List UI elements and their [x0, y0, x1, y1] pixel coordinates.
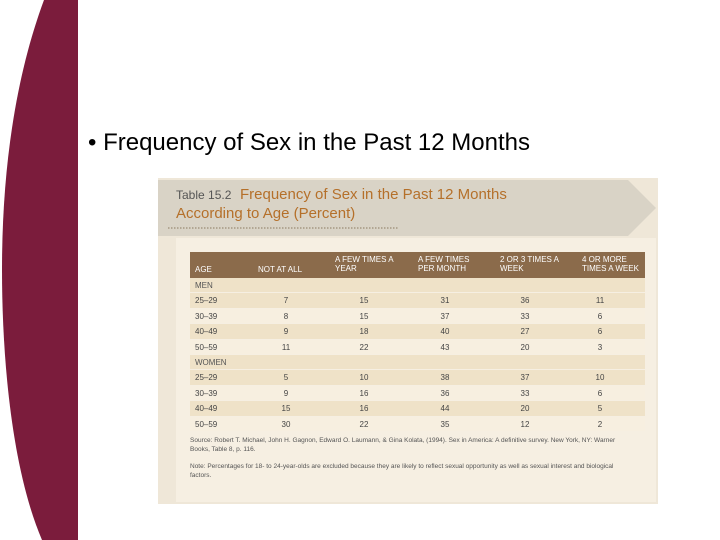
table-row	[190, 385, 645, 401]
column-header: 2 OR 3 TIMES A WEEK	[500, 255, 559, 273]
value-cell: 30	[281, 419, 291, 429]
column-header: AGE	[195, 265, 212, 274]
value-cell: 43	[440, 342, 450, 352]
value-cell: 11	[595, 296, 605, 306]
value-cell: 27	[520, 327, 530, 337]
table-row	[190, 339, 645, 354]
column-header: NOT AT ALL	[258, 265, 303, 274]
column-header: A FEW TIMES A YEAR	[335, 255, 394, 273]
age-cell: 50–59	[195, 342, 218, 352]
table-row	[190, 308, 645, 324]
value-cell: 2	[597, 419, 603, 429]
header-row	[190, 252, 645, 278]
value-cell: 5	[283, 373, 289, 383]
table-number: Table 15.2	[176, 188, 232, 202]
bullet-label: Frequency of Sex in the Past 12 Months	[103, 129, 530, 156]
value-cell: 9	[283, 327, 289, 337]
section-label: MEN	[195, 281, 213, 290]
value-cell: 36	[440, 388, 450, 398]
section-row	[190, 355, 645, 370]
value-cell: 40	[440, 327, 450, 337]
age-cell: 25–29	[195, 373, 218, 383]
table-row	[190, 370, 645, 385]
value-cell: 15	[359, 311, 369, 321]
value-cell: 3	[597, 342, 603, 352]
value-cell: 10	[595, 373, 605, 383]
value-cell: 37	[440, 311, 450, 321]
value-cell: 6	[597, 327, 603, 337]
value-cell: 12	[520, 419, 530, 429]
age-cell: 30–39	[195, 311, 218, 321]
age-cell: 50–59	[195, 419, 218, 429]
section-row	[190, 278, 645, 293]
side-band	[2, 0, 78, 540]
value-cell: 33	[520, 388, 530, 398]
source-note: Source: Robert T. Michael, John H. Gagno…	[190, 437, 616, 453]
value-cell: 16	[359, 404, 369, 414]
age-cell: 25–29	[195, 296, 218, 306]
value-cell: 20	[520, 404, 530, 414]
value-cell: 22	[359, 342, 369, 352]
table-row	[190, 401, 645, 416]
bullet-text: • Frequency of Sex in the Past 12 Months	[88, 129, 530, 156]
value-cell: 35	[440, 419, 450, 429]
value-cell: 37	[520, 373, 530, 383]
value-cell: 31	[440, 296, 450, 306]
table-row	[190, 324, 645, 339]
value-cell: 15	[359, 296, 369, 306]
value-cell: 6	[597, 311, 603, 321]
value-cell: 10	[359, 373, 369, 383]
age-cell: 40–49	[195, 404, 218, 414]
value-cell: 6	[597, 388, 603, 398]
value-cell: 44	[440, 404, 450, 414]
table-banner	[158, 180, 656, 236]
value-cell: 36	[520, 296, 530, 306]
age-cell: 30–39	[195, 388, 218, 398]
value-cell: 33	[520, 311, 530, 321]
age-cell: 40–49	[195, 327, 218, 337]
value-cell: 15	[281, 404, 291, 414]
value-cell: 11	[281, 342, 291, 352]
table-subtitle: According to Age (Percent)	[176, 205, 356, 222]
value-cell: 16	[359, 388, 369, 398]
value-cell: 5	[597, 404, 603, 414]
value-cell: 7	[283, 296, 289, 306]
column-header: A FEW TIMES PER MONTH	[418, 255, 470, 273]
value-cell: 9	[283, 388, 289, 398]
table-title: Frequency of Sex in the Past 12 Months	[240, 186, 507, 203]
table-row	[190, 416, 645, 431]
section-label: WOMEN	[195, 358, 227, 367]
table-row	[190, 293, 645, 308]
value-cell: 22	[359, 419, 369, 429]
value-cell: 38	[440, 373, 450, 383]
value-cell: 18	[359, 327, 369, 337]
column-header: 4 OR MORE TIMES A WEEK	[582, 255, 639, 273]
value-cell: 20	[520, 342, 530, 352]
value-cell: 8	[283, 311, 289, 321]
footnote: Note: Percentages for 18- to 24-year-old…	[190, 463, 614, 479]
